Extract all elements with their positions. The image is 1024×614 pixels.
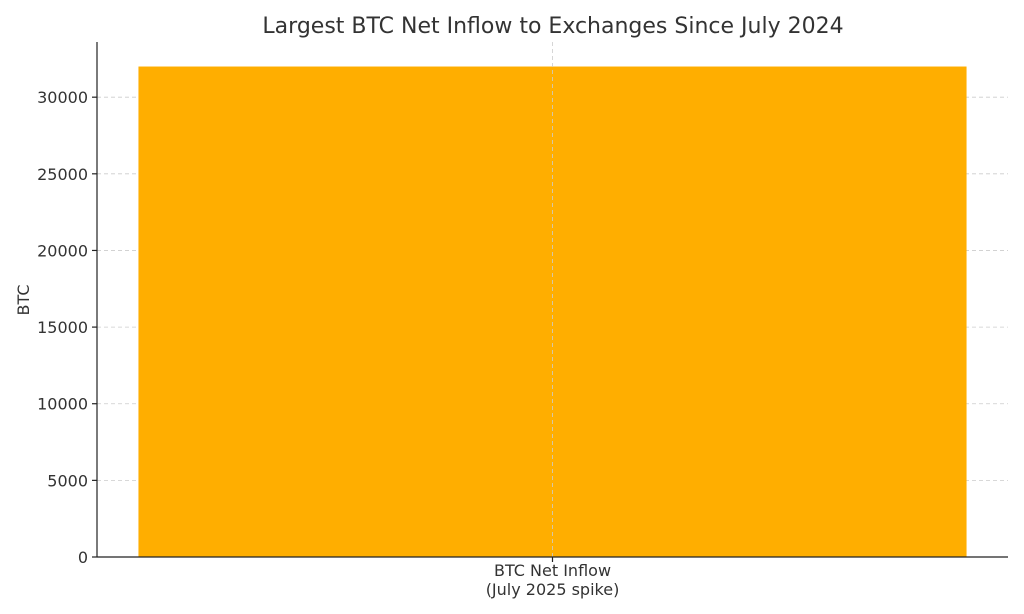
y-tick-label: 30000: [37, 88, 88, 107]
y-tick-label: 25000: [37, 165, 88, 184]
y-tick-label: 5000: [47, 471, 88, 490]
y-tick-label: 10000: [37, 395, 88, 414]
x-tick-label: BTC Net Inflow: [494, 561, 611, 580]
y-axis-label: BTC: [14, 285, 33, 316]
y-tick-layer: 0 5000 10000 15000 20000 25000 30000: [37, 88, 97, 567]
chart-title: Largest BTC Net Inflow to Exchanges Sinc…: [262, 14, 843, 39]
x-tick-label: (July 2025 spike): [486, 580, 620, 599]
y-tick-label: 15000: [37, 318, 88, 337]
x-tick-layer: BTC Net Inflow(July 2025 spike): [486, 557, 620, 599]
y-tick-label: 0: [78, 548, 88, 567]
y-tick-label: 20000: [37, 241, 88, 260]
